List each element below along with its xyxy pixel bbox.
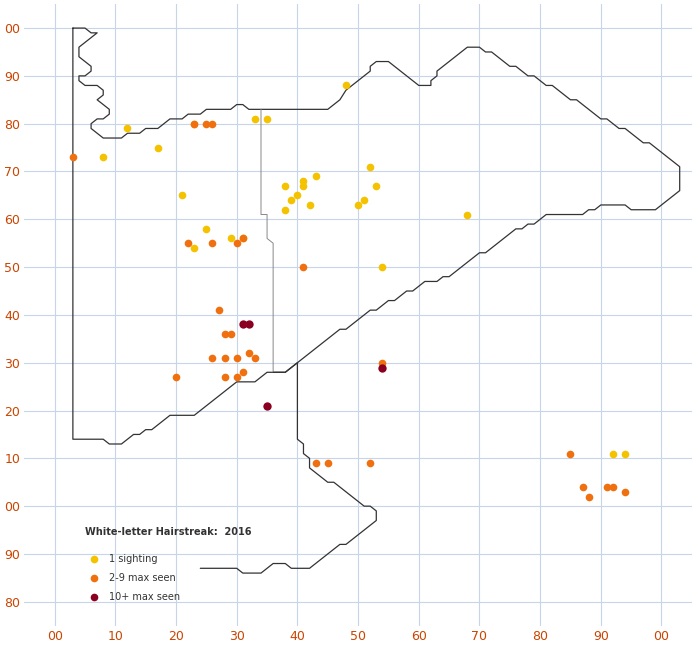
Text: 1 sighting: 1 sighting — [109, 554, 158, 564]
Text: White-letter Hairstreak:  2016: White-letter Hairstreak: 2016 — [85, 527, 251, 537]
Text: 2-9 max seen: 2-9 max seen — [109, 573, 176, 583]
Text: 10+ max seen: 10+ max seen — [109, 592, 180, 602]
